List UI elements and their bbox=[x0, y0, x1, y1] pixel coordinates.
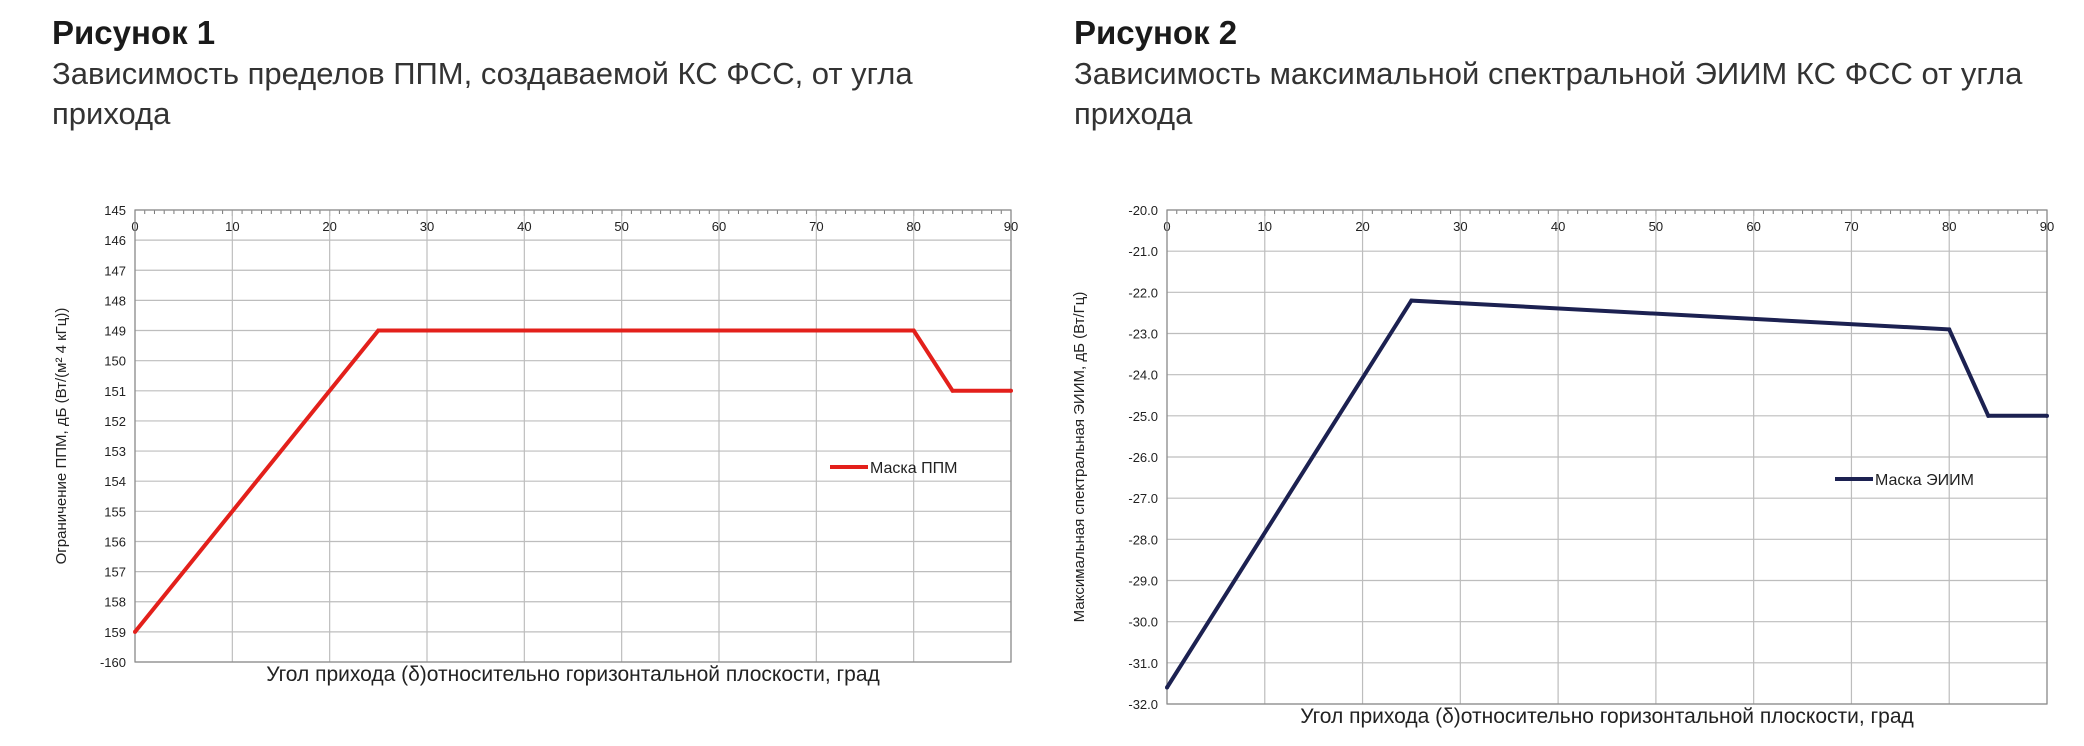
chart-2-x-tick-label: 50 bbox=[1649, 219, 1663, 234]
chart-1-data-point bbox=[950, 388, 955, 393]
chart-1-data-point bbox=[133, 629, 137, 634]
chart-2-x-axis-title: Угол прихода (δ)относительно горизонталь… bbox=[1300, 705, 1914, 728]
chart-1-y-tick-label: 159 bbox=[104, 625, 126, 640]
chart-2-y-tick-label: -32.0 bbox=[1128, 697, 1158, 712]
chart-1-y-tick-label: 145 bbox=[104, 203, 126, 218]
chart-1-y-tick-label: 153 bbox=[104, 444, 126, 459]
chart-2-x-tick-label: 10 bbox=[1258, 219, 1272, 234]
chart-1-plot-border bbox=[134, 209, 1012, 663]
chart-1-data-point bbox=[376, 328, 381, 333]
chart-1-legend-label: Маска ППМ bbox=[870, 460, 957, 477]
chart-2-plot-border bbox=[1166, 209, 2048, 705]
chart-1-y-tick-label: 146 bbox=[104, 233, 126, 248]
figure-1-title: Рисунок 1 bbox=[52, 14, 216, 51]
chart-2-y-tick-label: -27.0 bbox=[1128, 491, 1158, 506]
chart-2-y-tick-label: -31.0 bbox=[1128, 656, 1158, 671]
figure-2: Рисунок 2 Зависимость максимальной спект… bbox=[1035, 0, 2054, 746]
figure-2-title: Рисунок 2 bbox=[1074, 14, 1238, 51]
chart-1-data-point bbox=[1009, 388, 1013, 393]
chart-1-y-tick-label: 150 bbox=[104, 354, 126, 369]
chart-2-x-tick-label: 80 bbox=[1942, 219, 1956, 234]
chart-1-x-tick-label: 70 bbox=[809, 219, 823, 234]
chart-2-y-axis-title: Максимальная спектральная ЭИИМ, дБ (Вт/Г… bbox=[1071, 292, 1088, 623]
chart-1-y-tick-label: 158 bbox=[104, 595, 126, 610]
chart-1-x-tick-label: 50 bbox=[614, 219, 628, 234]
chart-2-y-tick-label: -24.0 bbox=[1128, 368, 1158, 383]
chart-1-x-tick-label: 80 bbox=[906, 219, 920, 234]
chart-1-y-axis-title: Ограничение ППМ, дБ (Вт/(м² 4 кГц)) bbox=[53, 308, 70, 565]
chart-2-x-tick-label: 60 bbox=[1746, 219, 1760, 234]
chart-2-y-tick-label: -20.0 bbox=[1128, 203, 1158, 218]
chart-1-x-tick-label: 60 bbox=[712, 219, 726, 234]
chart-1-y-tick-label: 156 bbox=[104, 534, 126, 549]
chart-2-y-tick-label: -30.0 bbox=[1128, 615, 1158, 630]
chart-1-x-axis-title: Угол прихода (δ)относительно горизонталь… bbox=[266, 663, 880, 686]
chart-2-y-tick-label: -28.0 bbox=[1128, 532, 1158, 547]
chart-2-y-tick-label: -25.0 bbox=[1128, 409, 1158, 424]
chart-2-svg: 0 10 20 30 40 50 60 70 80 90-20.0-21.0-22.0-23.0-… bbox=[1071, 203, 2054, 728]
chart-1-y-tick-label: 157 bbox=[104, 565, 126, 580]
chart-1-x-tick-label: 20 bbox=[322, 219, 336, 234]
chart-1-y-tick-label: 155 bbox=[104, 504, 126, 519]
chart-2-data-point bbox=[2045, 413, 2049, 418]
chart-1-data-point bbox=[911, 328, 916, 333]
chart-2-legend-label: Маска ЭИИМ bbox=[1875, 472, 1974, 489]
chart-1-y-tick-label: 152 bbox=[104, 414, 126, 429]
chart-1-y-tick-label: 149 bbox=[104, 324, 126, 339]
chart-1-x-tick-label: 30 bbox=[420, 219, 434, 234]
chart-2-y-tick-label: -23.0 bbox=[1128, 327, 1158, 342]
chart-2-y-tick-label: -29.0 bbox=[1128, 574, 1158, 589]
chart-1-x-tick-label: 10 bbox=[225, 219, 239, 234]
chart-1-y-tick-label: -160 bbox=[100, 655, 126, 670]
chart-1-y-tick-label: 147 bbox=[104, 263, 126, 278]
chart-2-data-point bbox=[1409, 298, 1414, 303]
chart-1-y-tick-label: 151 bbox=[104, 384, 126, 399]
chart-2-x-tick-label: 20 bbox=[1355, 219, 1369, 234]
chart-2-y-tick-label: -26.0 bbox=[1128, 450, 1158, 465]
chart-2-data-point bbox=[1165, 685, 1169, 690]
chart-2-x-tick-label: 70 bbox=[1844, 219, 1858, 234]
chart-2-data-point bbox=[1986, 413, 1991, 418]
chart-2-x-tick-label: 40 bbox=[1551, 219, 1565, 234]
chart-2-y-tick-label: -21.0 bbox=[1128, 244, 1158, 259]
chart-2-y-tick-label: -22.0 bbox=[1128, 285, 1158, 300]
chart-2-data-point bbox=[1947, 327, 1952, 332]
chart-1-plot-area bbox=[134, 209, 1012, 663]
chart-1-svg: 0 10 20 30 40 50 60 70 80 90145146147148149150151… bbox=[53, 203, 1018, 686]
figure-1-caption: Зависимость пределов ППМ, создаваемой КС… bbox=[52, 56, 913, 131]
chart-2-x-tick-label: 30 bbox=[1453, 219, 1467, 234]
chart-1-y-tick-label: 154 bbox=[104, 474, 126, 489]
chart-1-x-tick-label: 40 bbox=[517, 219, 531, 234]
figure-1: Рисунок 1 Зависимость пределов ППМ, созд… bbox=[0, 0, 1018, 746]
figure-2-caption: Зависимость максимальной спектральной ЭИ… bbox=[1074, 56, 2023, 131]
chart-1-y-tick-label: 148 bbox=[104, 293, 126, 308]
